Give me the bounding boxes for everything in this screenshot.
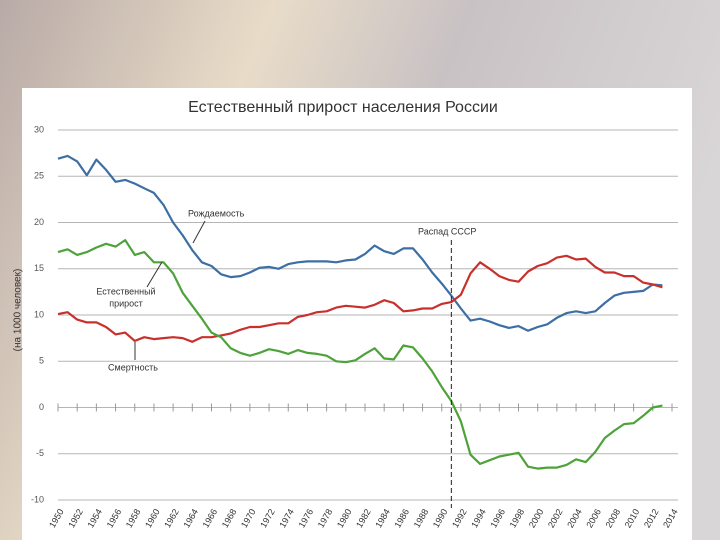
annotation-leader bbox=[146, 261, 163, 288]
y-tick-label: 20 bbox=[34, 217, 44, 227]
slide-panel bbox=[22, 88, 692, 540]
series-line bbox=[57, 154, 663, 332]
y-tick-label: 0 bbox=[39, 402, 44, 412]
y-tick-label: 5 bbox=[39, 356, 44, 366]
y-tick-label: 30 bbox=[34, 124, 44, 134]
annotation: Рождаемость bbox=[188, 208, 245, 218]
annotation-leader bbox=[192, 220, 206, 244]
chart-title: Естественный прирост населения России bbox=[188, 99, 498, 116]
annotation: прирост bbox=[109, 298, 143, 308]
series-line bbox=[57, 254, 663, 343]
y-tick-label: -5 bbox=[36, 448, 44, 458]
y-axis-label: (на 1000 человек) bbox=[13, 269, 24, 352]
annotation: Естественный bbox=[96, 286, 155, 296]
y-tick-label: 25 bbox=[34, 171, 44, 181]
y-tick-label: 15 bbox=[34, 263, 44, 273]
annotation: Смертность bbox=[108, 362, 158, 372]
y-tick-label: -10 bbox=[31, 494, 44, 504]
y-tick-label: 10 bbox=[34, 309, 44, 319]
series-line bbox=[57, 239, 663, 470]
annotation: Распад СССР bbox=[418, 226, 476, 236]
